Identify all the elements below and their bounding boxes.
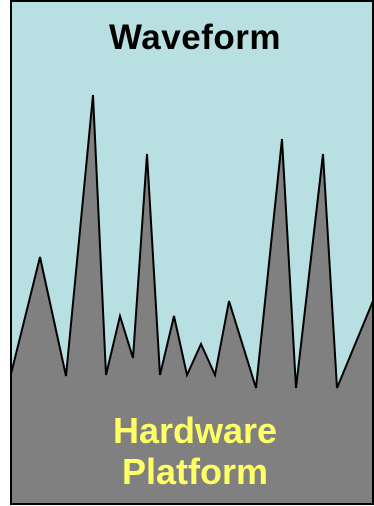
waveform-title: Waveform [109,18,281,57]
diagram-border [10,0,374,505]
platform-label-line1: Hardware [112,410,278,451]
waveform-shape [10,94,374,505]
platform-label-line2: Platform [121,451,269,492]
platform-label: Hardware Platform [0,410,374,492]
